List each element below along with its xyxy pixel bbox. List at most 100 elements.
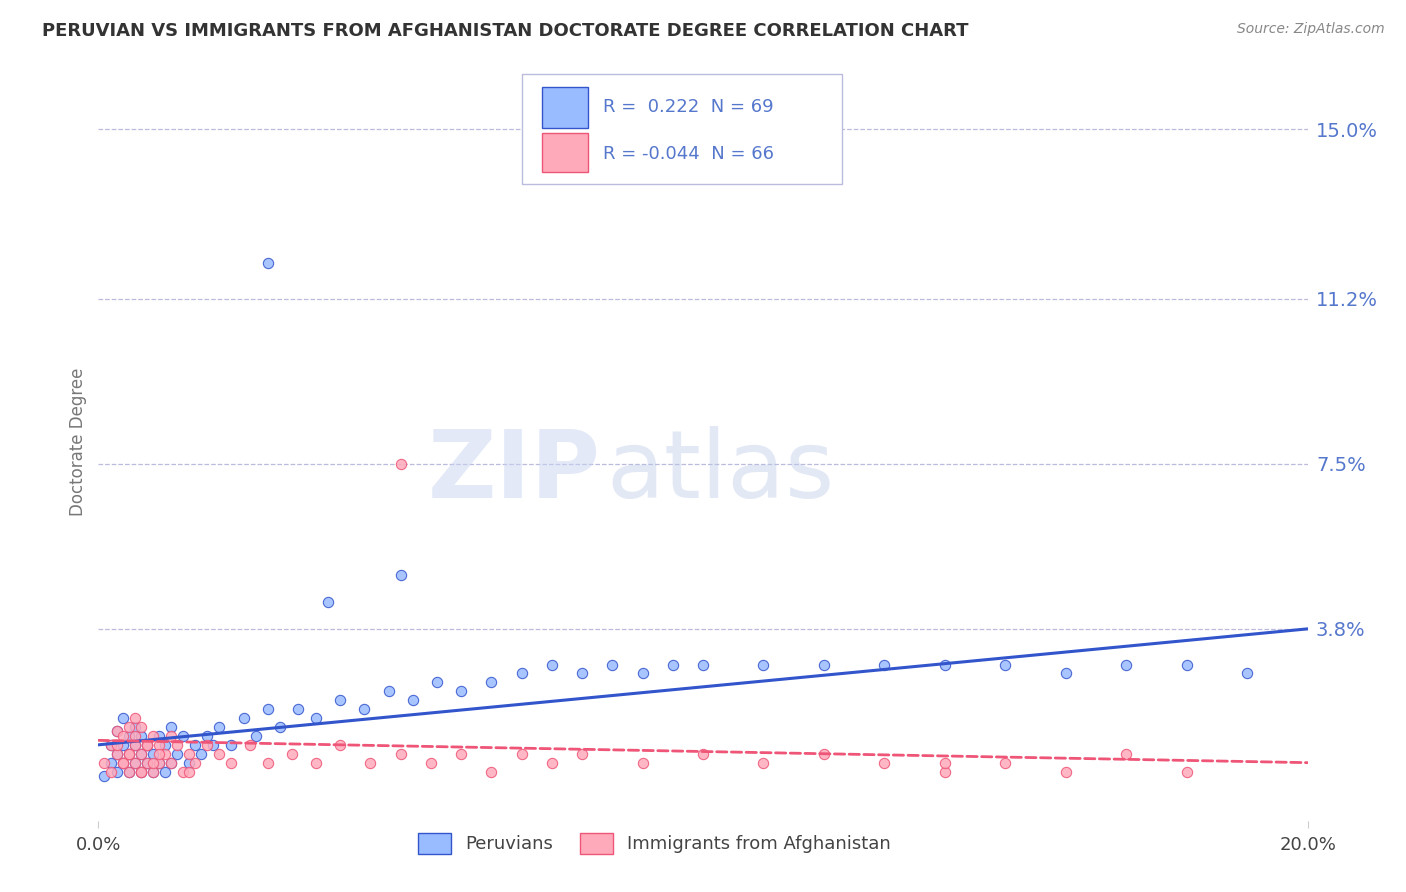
Point: [994, 657, 1017, 672]
Point: [105, 764, 128, 779]
Point: [208, 720, 231, 734]
Point: [124, 738, 146, 752]
Point: [166, 738, 188, 752]
Point: [93, 769, 115, 783]
Point: [873, 756, 896, 770]
Bar: [543, 133, 588, 172]
Point: [153, 738, 176, 752]
Point: [481, 675, 503, 690]
Point: [813, 657, 835, 672]
Point: [450, 747, 472, 761]
Point: [1175, 657, 1198, 672]
Point: [1115, 747, 1137, 761]
Point: [135, 738, 157, 752]
Point: [100, 738, 122, 752]
Point: [148, 756, 170, 770]
Point: [111, 738, 134, 752]
Point: [179, 756, 201, 770]
Point: [1054, 764, 1077, 779]
Point: [281, 747, 304, 761]
Point: [1236, 666, 1258, 681]
Point: [752, 756, 775, 770]
Point: [124, 756, 146, 770]
Point: [160, 756, 183, 770]
Point: [111, 711, 134, 725]
Point: [142, 764, 165, 779]
Point: [202, 738, 225, 752]
Point: [118, 747, 141, 761]
Point: [450, 684, 472, 698]
Point: [934, 764, 956, 779]
Point: [124, 720, 146, 734]
Point: [287, 702, 309, 716]
Point: [118, 729, 141, 743]
Y-axis label: Doctorate Degree: Doctorate Degree: [69, 368, 87, 516]
Point: [221, 738, 243, 752]
Point: [105, 724, 128, 739]
Point: [166, 747, 188, 761]
Point: [172, 729, 194, 743]
Point: [148, 729, 170, 743]
Point: [135, 738, 157, 752]
Point: [118, 720, 141, 734]
Point: [135, 756, 157, 770]
Point: [148, 756, 170, 770]
Point: [100, 738, 122, 752]
Point: [208, 747, 231, 761]
Point: [1054, 666, 1077, 681]
Point: [124, 729, 146, 743]
Point: [389, 747, 412, 761]
Point: [100, 764, 122, 779]
Point: [111, 756, 134, 770]
Point: [245, 729, 267, 743]
Text: PERUVIAN VS IMMIGRANTS FROM AFGHANISTAN DOCTORATE DEGREE CORRELATION CHART: PERUVIAN VS IMMIGRANTS FROM AFGHANISTAN …: [42, 22, 969, 40]
Point: [481, 764, 503, 779]
Point: [239, 738, 262, 752]
Point: [142, 756, 165, 770]
Text: R = -0.044  N = 66: R = -0.044 N = 66: [603, 145, 773, 163]
Point: [118, 747, 141, 761]
Point: [111, 756, 134, 770]
Point: [402, 693, 425, 707]
Point: [160, 729, 183, 743]
Point: [184, 738, 207, 752]
Text: ZIP: ZIP: [427, 425, 600, 518]
Point: [148, 747, 170, 761]
Point: [179, 764, 201, 779]
Point: [360, 756, 382, 770]
Point: [124, 738, 146, 752]
Point: [129, 720, 152, 734]
Point: [752, 657, 775, 672]
Point: [305, 711, 328, 725]
Point: [420, 756, 443, 770]
Point: [1115, 657, 1137, 672]
Point: [389, 457, 412, 471]
Point: [256, 256, 278, 270]
Point: [129, 764, 152, 779]
Point: [377, 684, 399, 698]
Point: [426, 675, 449, 690]
Point: [256, 756, 278, 770]
Point: [571, 666, 593, 681]
Point: [129, 764, 152, 779]
Point: [316, 595, 339, 609]
Point: [105, 724, 128, 739]
Point: [111, 756, 134, 770]
Point: [184, 756, 207, 770]
Point: [100, 756, 122, 770]
Point: [105, 747, 128, 761]
Point: [105, 738, 128, 752]
Point: [129, 747, 152, 761]
Point: [179, 747, 201, 761]
Point: [510, 666, 533, 681]
Point: [142, 747, 165, 761]
Point: [118, 747, 141, 761]
Text: Source: ZipAtlas.com: Source: ZipAtlas.com: [1237, 22, 1385, 37]
Point: [510, 747, 533, 761]
Point: [692, 657, 714, 672]
Point: [153, 764, 176, 779]
Text: R =  0.222  N = 69: R = 0.222 N = 69: [603, 98, 773, 116]
Point: [129, 729, 152, 743]
Point: [142, 764, 165, 779]
Point: [148, 738, 170, 752]
